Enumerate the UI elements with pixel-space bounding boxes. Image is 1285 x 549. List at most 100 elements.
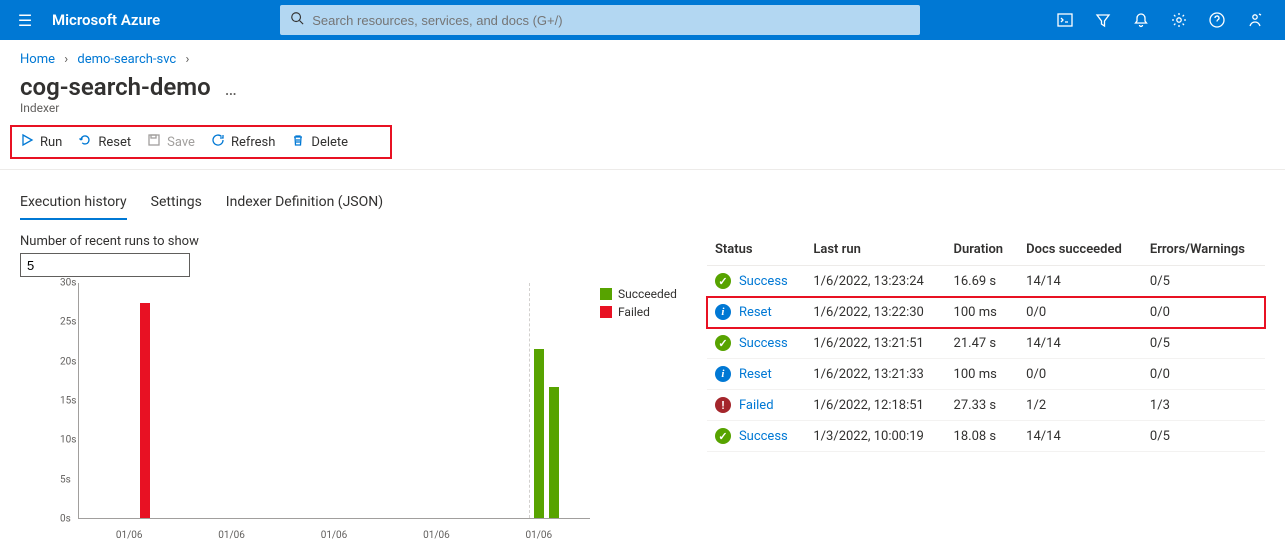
top-bar: ☰ Microsoft Azure [0, 0, 1285, 40]
page-subtitle: Indexer [0, 101, 1285, 121]
table-cell: 16.69 s [946, 266, 1019, 297]
table-cell: 0/5 [1142, 266, 1265, 297]
table-row[interactable]: ✓ Success 1/6/2022, 13:23:2416.69 s14/140/… [707, 266, 1265, 297]
table-row[interactable]: iReset1/6/2022, 13:21:33100 ms0/00/0 [707, 359, 1265, 390]
refresh-label: Refresh [231, 135, 275, 150]
x-axis-label: 01/06 [116, 530, 143, 541]
tab-indexer-json[interactable]: Indexer Definition (JSON) [226, 194, 383, 220]
runs-count-input[interactable] [20, 253, 190, 277]
table-header: Docs succeeded [1018, 234, 1142, 266]
table-cell: 1/2 [1018, 390, 1142, 421]
success-status-icon: ✓ [715, 273, 731, 289]
filter-icon[interactable] [1093, 10, 1113, 30]
reset-button[interactable]: Reset [78, 133, 131, 151]
y-axis-label: 25s [60, 317, 76, 328]
tab-settings[interactable]: Settings [151, 194, 202, 220]
tabs: Execution history Settings Indexer Defin… [0, 170, 1285, 220]
chart-bar[interactable] [140, 303, 150, 518]
run-button[interactable]: Run [20, 133, 62, 151]
breadcrumb-sep-icon: › [185, 52, 189, 67]
reset-label: Reset [98, 135, 131, 150]
delete-button[interactable]: Delete [291, 133, 348, 151]
table-cell: 1/6/2022, 13:22:30 [805, 297, 945, 328]
legend-swatch-icon [600, 306, 612, 318]
table-cell: 1/6/2022, 13:21:51 [805, 328, 945, 359]
y-axis-label: 5s [60, 474, 71, 485]
notifications-icon[interactable] [1131, 10, 1151, 30]
table-cell: 0/5 [1142, 328, 1265, 359]
chart-bar[interactable] [534, 349, 544, 518]
table-cell: 1/6/2022, 12:18:51 [805, 390, 945, 421]
failed-status-icon: ! [715, 397, 731, 413]
table-row[interactable]: ✓Success1/3/2022, 10:00:1918.08 s14/140/… [707, 421, 1265, 452]
table-cell: 27.33 s [946, 390, 1019, 421]
table-row[interactable]: iReset1/6/2022, 13:22:30100 ms0/00/0 [707, 297, 1265, 328]
table-cell: 1/6/2022, 13:23:24 [805, 266, 945, 297]
table-row[interactable]: ! Failed 1/6/2022, 12:18:5127.33 s1/21/3 [707, 390, 1265, 421]
page-title: cog-search-demo [20, 73, 211, 101]
y-axis-label: 30s [60, 278, 76, 289]
more-actions-icon[interactable]: … [225, 79, 237, 100]
tab-execution-history[interactable]: Execution history [20, 194, 127, 220]
y-axis-label: 20s [60, 356, 76, 367]
help-icon[interactable] [1207, 10, 1227, 30]
x-axis-label: 01/06 [218, 530, 245, 541]
legend-label: Failed [618, 305, 650, 319]
save-icon [147, 133, 161, 151]
breadcrumb-home[interactable]: Home [20, 52, 55, 67]
table-cell: 21.47 s [946, 328, 1019, 359]
table-cell: 100 ms [946, 297, 1019, 328]
legend-item: Succeeded [600, 287, 677, 301]
legend-item: Failed [600, 305, 677, 319]
table-row[interactable]: ✓Success1/6/2022, 13:21:5121.47 s14/140/… [707, 328, 1265, 359]
table-header: Last run [805, 234, 945, 266]
cloud-shell-icon[interactable] [1055, 10, 1075, 30]
refresh-icon [211, 133, 225, 151]
reset-status-icon: i [715, 366, 731, 382]
table-cell: 1/3 [1142, 390, 1265, 421]
table-header: Errors/Warnings [1142, 234, 1265, 266]
run-status-link[interactable]: Reset [739, 305, 772, 320]
x-axis-label: 01/06 [423, 530, 450, 541]
run-status-link[interactable]: Failed [739, 398, 774, 413]
run-label: Run [40, 135, 62, 150]
table-cell: 14/14 [1018, 328, 1142, 359]
x-axis-label: 01/06 [321, 530, 348, 541]
run-status-link[interactable]: Success [739, 429, 788, 444]
breadcrumb: Home › demo-search-svc › [0, 40, 1285, 71]
table-cell: 0/0 [1018, 297, 1142, 328]
table-cell: 1/6/2022, 13:21:33 [805, 359, 945, 390]
chart-legend: Succeeded Failed [600, 287, 677, 543]
reset-status-icon: i [715, 304, 731, 320]
save-button: Save [147, 133, 195, 151]
table-cell: 18.08 s [946, 421, 1019, 452]
table-cell: 0/0 [1018, 359, 1142, 390]
breadcrumb-resource[interactable]: demo-search-svc [77, 52, 176, 67]
refresh-button[interactable]: Refresh [211, 133, 275, 151]
delete-label: Delete [311, 135, 348, 150]
table-cell: 14/14 [1018, 266, 1142, 297]
brand-label: Microsoft Azure [52, 11, 160, 29]
runs-count-label: Number of recent runs to show [20, 234, 677, 249]
y-axis-label: 10s [60, 435, 76, 446]
settings-icon[interactable] [1169, 10, 1189, 30]
table-header: Duration [946, 234, 1019, 266]
feedback-icon[interactable] [1245, 10, 1265, 30]
execution-chart: 0s5s10s15s20s25s30s01/0601/0601/0601/060… [20, 283, 590, 543]
run-status-link[interactable]: Reset [739, 367, 772, 382]
run-status-link[interactable]: Success [739, 336, 788, 351]
table-cell: 0/0 [1142, 359, 1265, 390]
chart-bar[interactable] [549, 387, 559, 518]
run-status-link[interactable]: Success [739, 274, 788, 289]
y-axis-label: 15s [60, 396, 76, 407]
legend-label: Succeeded [618, 287, 677, 301]
x-axis-label: 01/06 [525, 530, 552, 541]
menu-icon[interactable]: ☰ [10, 11, 40, 30]
reset-icon [78, 133, 92, 151]
global-search[interactable] [280, 5, 920, 35]
table-cell: 0/5 [1142, 421, 1265, 452]
table-header: Status [707, 234, 805, 266]
search-input[interactable] [312, 13, 910, 28]
table-cell: 0/0 [1142, 297, 1265, 328]
save-label: Save [167, 135, 195, 150]
